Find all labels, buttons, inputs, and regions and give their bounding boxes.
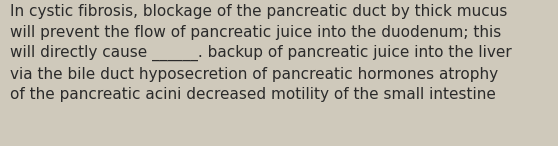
- Text: In cystic fibrosis, blockage of the pancreatic duct by thick mucus
will prevent : In cystic fibrosis, blockage of the panc…: [10, 4, 512, 102]
